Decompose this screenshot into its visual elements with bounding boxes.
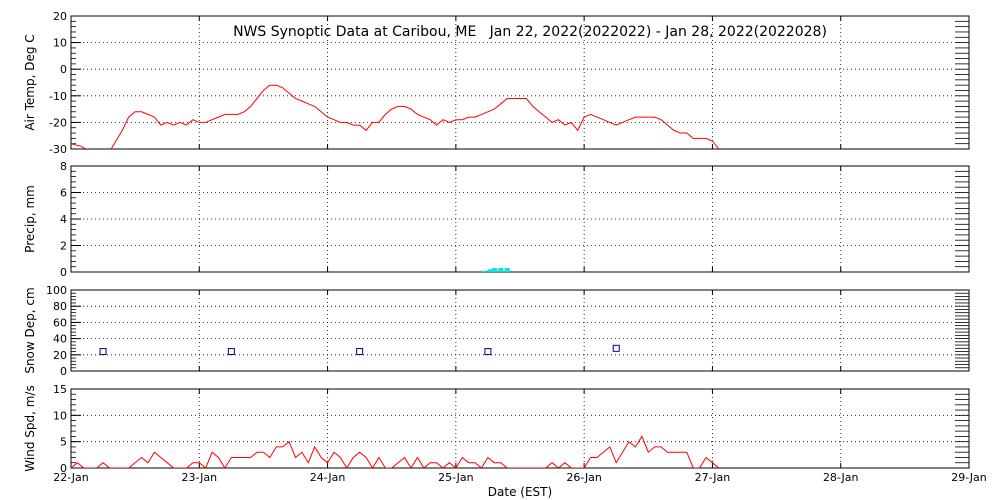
y-axis-label: Precip, mm <box>23 185 37 253</box>
y-axis-label: Wind Spd, m/s <box>23 385 37 471</box>
panel-frame <box>70 289 970 372</box>
x-tick-label: 24-Jan <box>310 471 346 484</box>
y-tick-label: 0 <box>60 462 67 475</box>
y-tick-label: 40 <box>53 333 67 346</box>
x-tick-label: 28-Jan <box>823 471 859 484</box>
y-tick-label: 5 <box>60 436 67 449</box>
y-tick-label: 80 <box>53 300 67 313</box>
panel-data <box>481 268 510 272</box>
panel-data <box>71 84 720 149</box>
panel-data <box>71 435 720 468</box>
panel-air-temp: -30 -20 -10 0 10 20 Air Temp, Deg C <box>23 10 970 156</box>
precip-bar <box>498 268 504 272</box>
panel-precip: 0 2 4 6 8 Precip, mm <box>23 160 970 279</box>
y-tick-label: 60 <box>53 316 67 329</box>
y-tick-label: 10 <box>53 409 67 422</box>
y-tick-label: 6 <box>60 187 67 200</box>
x-tick-label: 25-Jan <box>438 471 474 484</box>
y-tick-label: 20 <box>53 10 67 23</box>
y-tick-label: 0 <box>60 365 67 378</box>
x-tick-label: 26-Jan <box>566 471 602 484</box>
snow-depth-point <box>484 348 492 356</box>
y-axis-label: Snow Dep, cm <box>23 287 37 373</box>
y-tick-label: -20 <box>49 116 67 129</box>
y-tick-label: 10 <box>53 37 67 50</box>
snow-depth-point <box>356 348 364 356</box>
y-axis-label: Air Temp, Deg C <box>23 34 37 130</box>
y-tick-label: 2 <box>60 240 67 253</box>
panel-frame <box>70 388 970 469</box>
y-tick-label: 4 <box>60 213 67 226</box>
precip-bar <box>481 270 487 272</box>
x-tick-label: 27-Jan <box>695 471 731 484</box>
snow-depth-point <box>612 344 620 352</box>
chart-title: NWS Synoptic Data at Caribou, ME Jan 22,… <box>233 24 827 40</box>
snow-depth-point <box>99 348 107 356</box>
y-tick-label: 20 <box>53 349 67 362</box>
panel-wind-speed: 0 5 10 15 Wind Spd, m/s <box>23 383 970 475</box>
y-tick-label: 15 <box>53 383 67 396</box>
panel-frame <box>70 165 970 273</box>
x-tick-label: 23-Jan <box>182 471 218 484</box>
precip-bar <box>487 269 494 272</box>
y-tick-label: -30 <box>49 143 67 156</box>
series-line <box>71 84 720 149</box>
x-axis-label: Date (EST) <box>488 485 552 499</box>
series-line <box>71 435 720 468</box>
precip-bar <box>491 268 497 272</box>
snow-depth-point <box>227 348 235 356</box>
x-tick-label: 29-Jan <box>951 471 987 484</box>
y-tick-label: 8 <box>60 160 67 173</box>
x-tick-label: 22-Jan <box>53 471 89 484</box>
y-tick-label: 100 <box>46 284 67 297</box>
y-tick-label: 0 <box>60 63 67 76</box>
precip-bar <box>504 268 510 272</box>
y-tick-label: 0 <box>60 266 67 279</box>
panel-data <box>99 344 620 356</box>
y-tick-label: -10 <box>49 90 67 103</box>
panel-frame <box>70 15 970 150</box>
panel-snow-depth: 0 20 40 60 80 100 Snow Dep, cm <box>23 284 970 378</box>
